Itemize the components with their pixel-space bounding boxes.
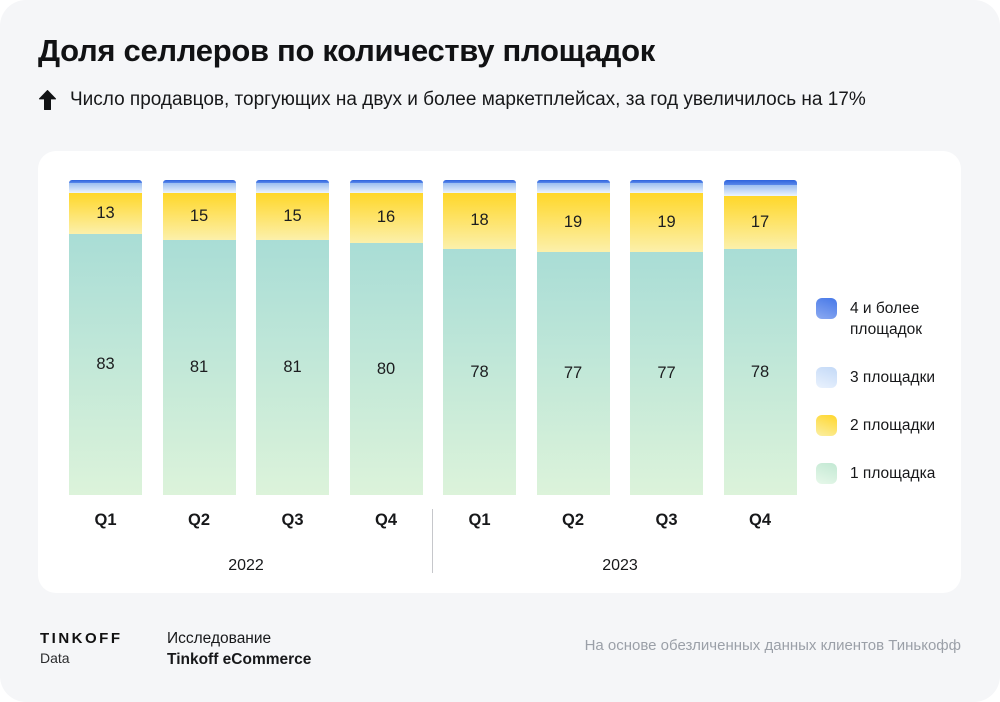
bar-value-label: 83 (96, 354, 115, 373)
stacked-bar: 13 83 (69, 180, 142, 495)
page-title: Доля селлеров по количеству площадок (38, 33, 655, 68)
bar-segment (443, 180, 516, 184)
bar-segment: 78 (443, 249, 516, 495)
legend-item: 4 и более площадок (816, 298, 976, 340)
x-axis-label: Q4 (748, 511, 771, 529)
bar-segment: 81 (256, 239, 329, 495)
bar-segment: 13 (69, 192, 142, 234)
bar-value-label: 78 (470, 362, 489, 381)
bar-segment: 83 (69, 233, 142, 495)
tinkoff-logo: TINKOFF (40, 630, 123, 647)
bar-value-label: 81 (283, 357, 302, 376)
bar-value-label: 77 (657, 364, 676, 383)
bar-segment: 15 (162, 192, 236, 240)
x-axis-label: Q3 (281, 511, 304, 529)
x-axis-label: Q2 (561, 511, 584, 529)
tinkoff-data-label: Data (40, 650, 70, 666)
bar-segment: 15 (256, 192, 329, 240)
stacked-bar: 19 77 (630, 180, 703, 495)
stacked-bar: 19 77 (536, 180, 610, 495)
bar-segment (349, 180, 423, 184)
stacked-bar: 17 78 (723, 180, 797, 495)
arrow-up-icon (38, 90, 57, 110)
stacked-bar: 15 81 (256, 180, 329, 495)
bar-segment (536, 180, 610, 184)
bar-value-label: 18 (470, 211, 489, 230)
bar-value-label: 81 (189, 357, 209, 376)
legend-label: 4 и более площадок (850, 300, 923, 338)
bar-value-label: 13 (96, 203, 115, 222)
bar-segment (630, 183, 703, 193)
x-axis-label: Q3 (655, 511, 678, 529)
legend-item: 2 площадки (816, 415, 976, 436)
bar-segment (256, 180, 329, 184)
bar-segment (69, 180, 142, 184)
bar-segment (349, 183, 423, 193)
x-axis-label: Q1 (94, 511, 117, 529)
legend-swatch (816, 367, 837, 388)
year-label-2023: 2023 (602, 557, 638, 574)
bar-segment: 16 (349, 192, 423, 243)
bar-segment (723, 180, 797, 185)
bar-value-label: 19 (657, 213, 676, 232)
stacked-bar-chart: 13 83 15 81 15 81 16 80 18 78 19 77 19 77 17 78 (69, 180, 797, 495)
x-axis-label: Q2 (187, 511, 210, 529)
stacked-bar: 15 81 (162, 180, 236, 495)
bar-segment (630, 180, 703, 184)
subtitle-row: Число продавцов, торгующих на двух и бол… (38, 89, 866, 111)
bar-segment (162, 180, 236, 184)
stacked-bar: 16 80 (349, 180, 423, 495)
year-label-2022: 2022 (228, 557, 264, 574)
bar-segment: 77 (630, 252, 703, 495)
bar-segment: 78 (723, 249, 797, 495)
bar-segment (162, 183, 236, 193)
study-credit-line2: Tinkoff eCommerce (167, 651, 312, 668)
bar-segment: 19 (630, 192, 703, 253)
year-divider (432, 509, 433, 573)
legend-label: 3 площадки (850, 369, 936, 386)
bar-segment: 81 (162, 239, 236, 495)
bar-segment (256, 183, 329, 193)
legend-label: 2 площадки (850, 417, 936, 434)
study-credit: Исследование Tinkoff eCommerce (167, 628, 311, 670)
bar-segment (723, 184, 797, 196)
bar-value-label: 19 (563, 213, 583, 232)
bar-segment: 80 (349, 243, 423, 495)
stacked-bar: 18 78 (443, 180, 516, 495)
bar-segment (69, 183, 142, 193)
bar-segment: 18 (443, 192, 516, 250)
legend-item: 3 площадки (816, 367, 976, 388)
legend-label: 1 площадка (850, 465, 936, 482)
study-credit-line1: Исследование (167, 630, 272, 647)
bar-segment: 19 (536, 192, 610, 253)
legend-item: 1 площадка (816, 463, 976, 484)
x-axis-label: Q1 (468, 511, 491, 529)
bar-value-label: 80 (376, 359, 396, 378)
legend-swatch (816, 463, 837, 484)
bar-value-label: 15 (283, 206, 302, 225)
bar-segment (443, 183, 516, 193)
legend-swatch (816, 298, 837, 319)
bar-segment: 17 (723, 195, 797, 250)
bar-value-label: 16 (376, 208, 396, 227)
bar-segment: 77 (536, 252, 610, 495)
chart-card: 13 83 15 81 15 81 16 80 18 78 19 77 19 77 17 78 Q1 Q2 Q3 Q… (38, 151, 961, 593)
bar-segment (536, 183, 610, 193)
chart-legend: 4 и более площадок 3 площадки 2 площадки 1 … (816, 298, 976, 484)
source-note: На основе обезличенных данных клиентов Т… (584, 637, 961, 654)
legend-swatch (816, 415, 837, 436)
bar-value-label: 15 (189, 206, 209, 225)
bar-value-label: 77 (563, 364, 583, 383)
bar-value-label: 78 (750, 362, 770, 381)
subtitle-text: Число продавцов, торгующих на двух и бол… (70, 89, 866, 110)
x-axis-label: Q4 (374, 511, 397, 529)
bar-value-label: 17 (750, 213, 770, 232)
